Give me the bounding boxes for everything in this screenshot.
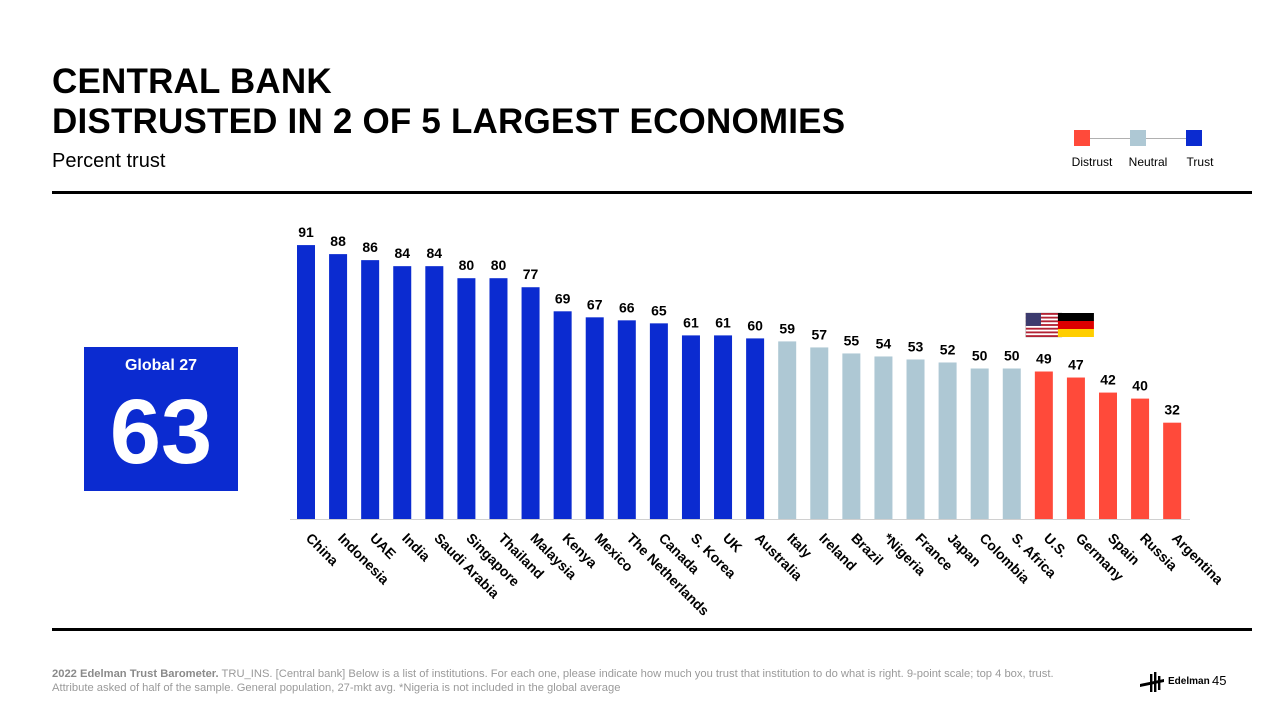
bar bbox=[810, 347, 829, 519]
bar bbox=[393, 266, 412, 519]
bar bbox=[521, 287, 540, 519]
data-label: 91 bbox=[298, 224, 314, 240]
data-label: 86 bbox=[362, 239, 378, 255]
data-label: 42 bbox=[1100, 372, 1116, 388]
data-label: 84 bbox=[394, 245, 410, 261]
data-label: 47 bbox=[1068, 357, 1084, 373]
data-label: 61 bbox=[715, 314, 731, 330]
page-subtitle: Percent trust bbox=[52, 150, 166, 172]
data-label: 49 bbox=[1036, 351, 1052, 367]
data-label: 77 bbox=[523, 266, 539, 282]
data-label: 69 bbox=[555, 290, 571, 306]
bar bbox=[457, 278, 476, 519]
data-label: 32 bbox=[1164, 402, 1180, 418]
data-label: 50 bbox=[972, 348, 988, 364]
data-label: 40 bbox=[1132, 378, 1148, 394]
bar bbox=[617, 320, 636, 519]
data-label: 61 bbox=[683, 314, 699, 330]
bar bbox=[329, 254, 348, 519]
bar bbox=[874, 356, 893, 519]
data-label: 55 bbox=[844, 332, 860, 348]
bar bbox=[585, 317, 604, 519]
category-label: India bbox=[399, 530, 434, 565]
legend-swatch-neutral bbox=[1130, 130, 1146, 146]
page-number: 45 bbox=[1212, 673, 1227, 688]
bar bbox=[970, 368, 989, 519]
bar bbox=[1163, 422, 1182, 519]
bar bbox=[938, 362, 957, 519]
data-label: 88 bbox=[330, 233, 346, 249]
data-label: 52 bbox=[940, 341, 956, 357]
category-label: China bbox=[303, 530, 342, 569]
bar bbox=[746, 338, 765, 519]
category-label: UK bbox=[720, 530, 746, 556]
germany-flag bbox=[1057, 313, 1094, 337]
legend-label-neutral: Neutral bbox=[1128, 155, 1168, 169]
data-label: 65 bbox=[651, 302, 667, 318]
legend-label-trust: Trust bbox=[1186, 155, 1214, 169]
bar bbox=[297, 245, 315, 519]
bar bbox=[842, 353, 861, 519]
title-line-2: DISTRUSTED IN 2 OF 5 LARGEST ECONOMIES bbox=[52, 102, 846, 141]
us-flag bbox=[1025, 312, 1063, 338]
bar bbox=[649, 323, 668, 519]
bar bbox=[1002, 368, 1021, 519]
title-line-1: CENTRAL BANK bbox=[52, 62, 332, 101]
source-footnote-bold: 2022 Edelman Trust Barometer. bbox=[52, 668, 219, 680]
data-label: 50 bbox=[1004, 348, 1020, 364]
bar bbox=[1099, 392, 1117, 519]
bar bbox=[906, 359, 925, 519]
data-label: 53 bbox=[908, 338, 924, 354]
global-average-value: 63 bbox=[109, 381, 213, 483]
bar bbox=[681, 335, 700, 519]
data-label: 59 bbox=[779, 320, 795, 336]
data-label: 60 bbox=[747, 317, 763, 333]
source-footnote-text: TRU_INS. [Central bank] Below is a list … bbox=[52, 668, 1054, 694]
legend-swatch-trust bbox=[1186, 130, 1202, 146]
edelman-logo-icon bbox=[1140, 672, 1164, 692]
data-label: 57 bbox=[811, 326, 827, 342]
bar bbox=[714, 335, 733, 519]
legend-swatch-distrust bbox=[1074, 130, 1090, 146]
legend-label-distrust: Distrust bbox=[1071, 155, 1113, 169]
top-divider bbox=[52, 191, 1252, 194]
data-label: 80 bbox=[459, 257, 475, 273]
bar bbox=[553, 311, 572, 519]
bar bbox=[778, 341, 797, 519]
global-average-box: Global 27 63 bbox=[84, 347, 238, 491]
edelman-logo-text: Edelman bbox=[1168, 676, 1210, 687]
bottom-divider bbox=[52, 628, 1252, 631]
bar bbox=[1066, 377, 1085, 519]
bar bbox=[1131, 398, 1150, 519]
data-label: 84 bbox=[427, 245, 443, 261]
bar bbox=[425, 266, 444, 519]
legend: Distrust Neutral Trust bbox=[1066, 128, 1226, 178]
bar bbox=[361, 260, 380, 519]
bar bbox=[489, 278, 508, 519]
source-footnote: 2022 Edelman Trust Barometer. TRU_INS. [… bbox=[52, 667, 1082, 695]
data-label: 66 bbox=[619, 299, 635, 315]
edelman-logo: Edelman bbox=[1140, 672, 1210, 692]
data-label: 80 bbox=[491, 257, 507, 273]
page-title: CENTRAL BANK DISTRUSTED IN 2 OF 5 LARGES… bbox=[52, 62, 845, 142]
data-label: 54 bbox=[876, 335, 892, 351]
global-average-label: Global 27 bbox=[124, 357, 198, 374]
bar bbox=[1034, 371, 1053, 519]
data-label: 67 bbox=[587, 296, 603, 312]
